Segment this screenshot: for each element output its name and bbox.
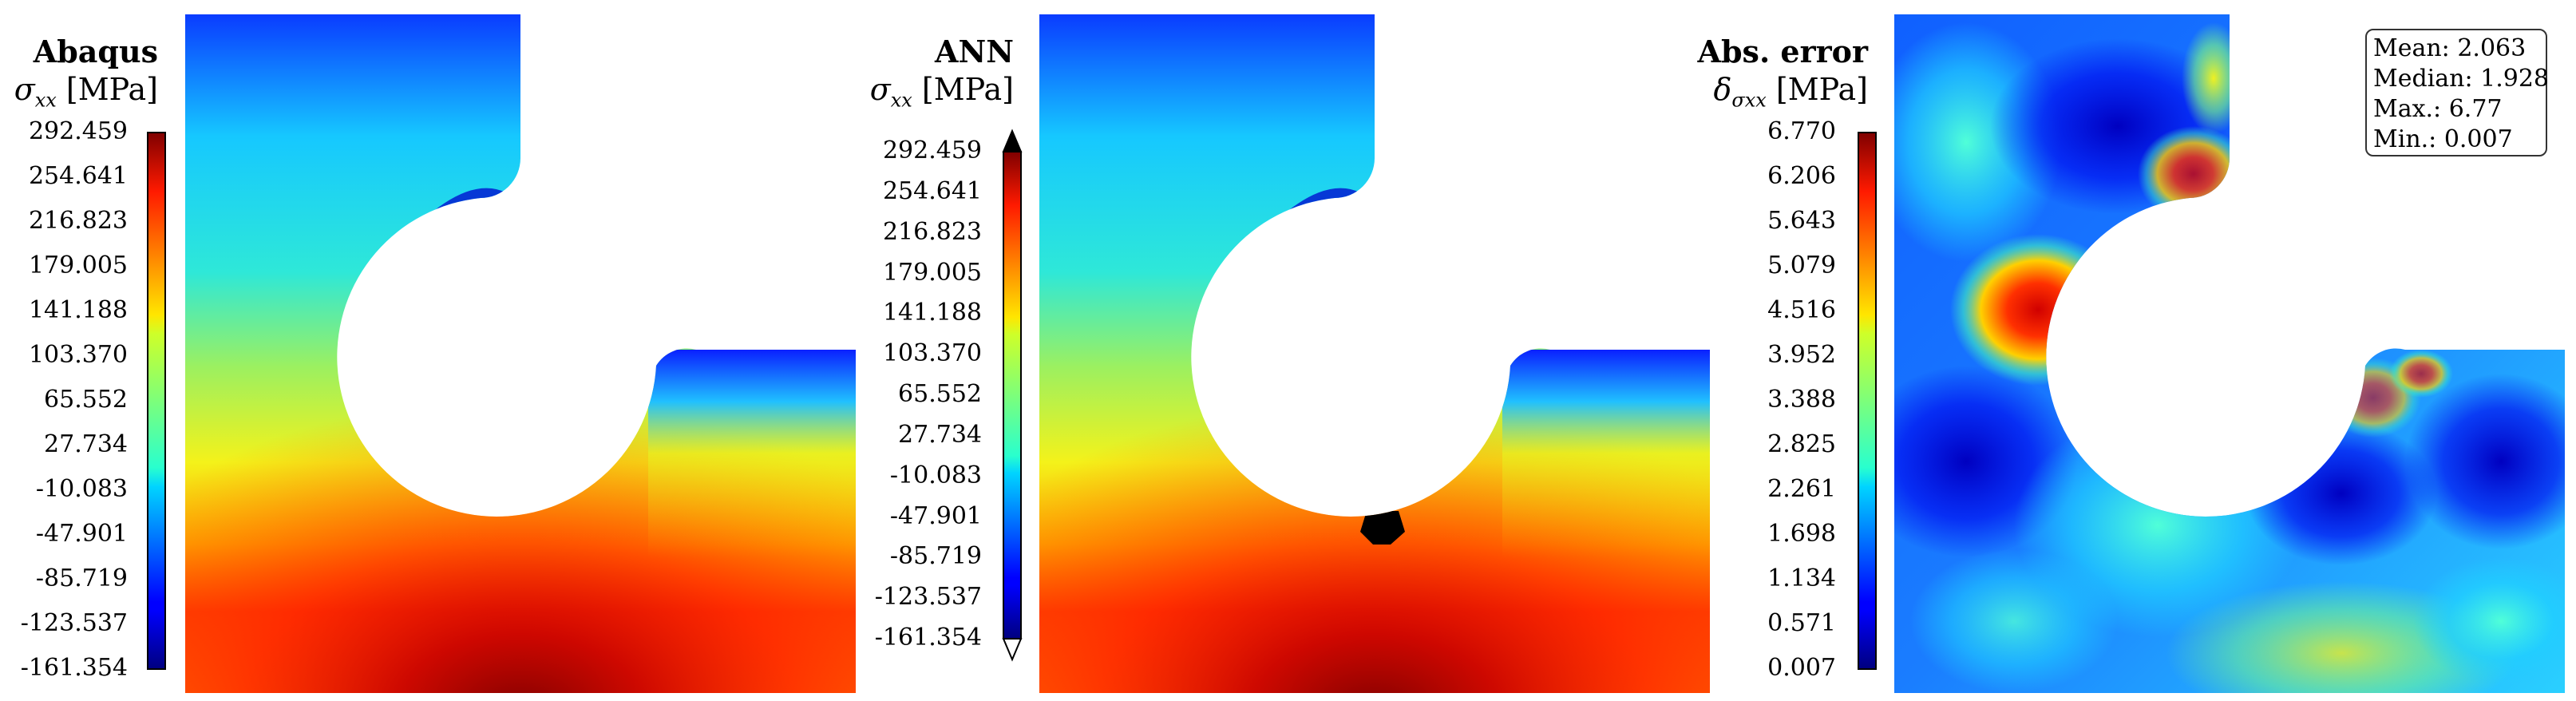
colorbar-tick-label: 103.370	[882, 339, 982, 368]
colorbar-tick-label: 0.007	[1767, 654, 1836, 682]
colorbar-tick-label: 27.734	[898, 420, 982, 449]
colorbar-tick-label: -10.083	[35, 475, 128, 503]
colorbar	[147, 132, 166, 670]
stress-field-plot	[185, 14, 856, 693]
panel-title: Abaqus	[33, 34, 158, 69]
panel-title: Abs. error	[1697, 34, 1869, 69]
colorbar-tick-label: 5.079	[1767, 251, 1836, 279]
colorbar	[1858, 132, 1877, 670]
colorbar-tick-label: 4.516	[1767, 296, 1836, 324]
error-field-plot	[1894, 14, 2565, 693]
colorbar-tick-label: -47.901	[889, 501, 982, 530]
colorbar-tick-label: -10.083	[889, 461, 982, 489]
colorbar-tick-label: 103.370	[28, 341, 128, 369]
colorbar-tick-label: 216.823	[28, 207, 128, 235]
colorbar-tick-label: 254.641	[28, 162, 128, 190]
colorbar-tick-label: -85.719	[889, 542, 982, 571]
colorbar-tick-label: 141.188	[28, 296, 128, 324]
colorbar-tick-label: 292.459	[28, 117, 128, 145]
colorbar-tick-label: 3.388	[1767, 386, 1836, 414]
colorbar-tick-label: 254.641	[882, 176, 982, 205]
colorbar-tick-label: -85.719	[35, 564, 128, 592]
colorbar-tick-label: 65.552	[898, 380, 982, 408]
colorbar-tick-label: -123.537	[20, 609, 128, 637]
colorbar-tick-label: -123.537	[874, 583, 982, 612]
panel-title: ANN	[935, 34, 1014, 69]
colorbar-tick-label: 179.005	[882, 258, 982, 287]
stress-field-plot	[1039, 14, 1710, 693]
colorbar-tick-label: 0.571	[1767, 609, 1836, 637]
colorbar-tick-label: -161.354	[874, 624, 982, 651]
colorbar-tick-label: 65.552	[44, 386, 128, 414]
stats-box: Mean: 2.063 Median: 1.928 Max.: 6.77 Min…	[2365, 29, 2550, 156]
colorbar-tick-label: 1.698	[1767, 520, 1836, 548]
colorbar-tick-label: 27.734	[44, 430, 128, 458]
colorbar-tick-label: 141.188	[882, 299, 982, 327]
colorbar-tick-label: 292.459	[882, 137, 982, 164]
quantity-label: δσxx [MPa]	[1713, 72, 1868, 112]
colorbar-tick-label: 6.206	[1767, 162, 1836, 190]
colorbar-tick-label: 2.825	[1767, 430, 1836, 458]
stats-mean: Mean: 2.063	[2373, 34, 2527, 62]
colorbar-tick-label: 3.952	[1767, 341, 1836, 369]
colorbar-tick-label: 5.643	[1767, 207, 1836, 235]
quantity-label: σxx [MPa]	[14, 72, 158, 112]
stats-min: Min.: 0.007	[2373, 125, 2513, 153]
colorbar-tick-label: -47.901	[35, 520, 128, 548]
colorbar-tick-label: -161.354	[20, 654, 128, 682]
colorbar-tick-label: 6.770	[1767, 117, 1836, 145]
stats-max: Max.: 6.77	[2373, 95, 2503, 123]
colorbar-tick-label: 2.261	[1767, 475, 1836, 503]
colorbar	[1002, 129, 1023, 662]
colorbar-tick-label: 1.134	[1767, 564, 1836, 592]
colorbar-tick-label: 216.823	[882, 217, 982, 246]
quantity-label: σxx [MPa]	[869, 72, 1014, 112]
colorbar-tick-label: 179.005	[28, 251, 128, 279]
stats-median: Median: 1.928	[2373, 65, 2550, 93]
